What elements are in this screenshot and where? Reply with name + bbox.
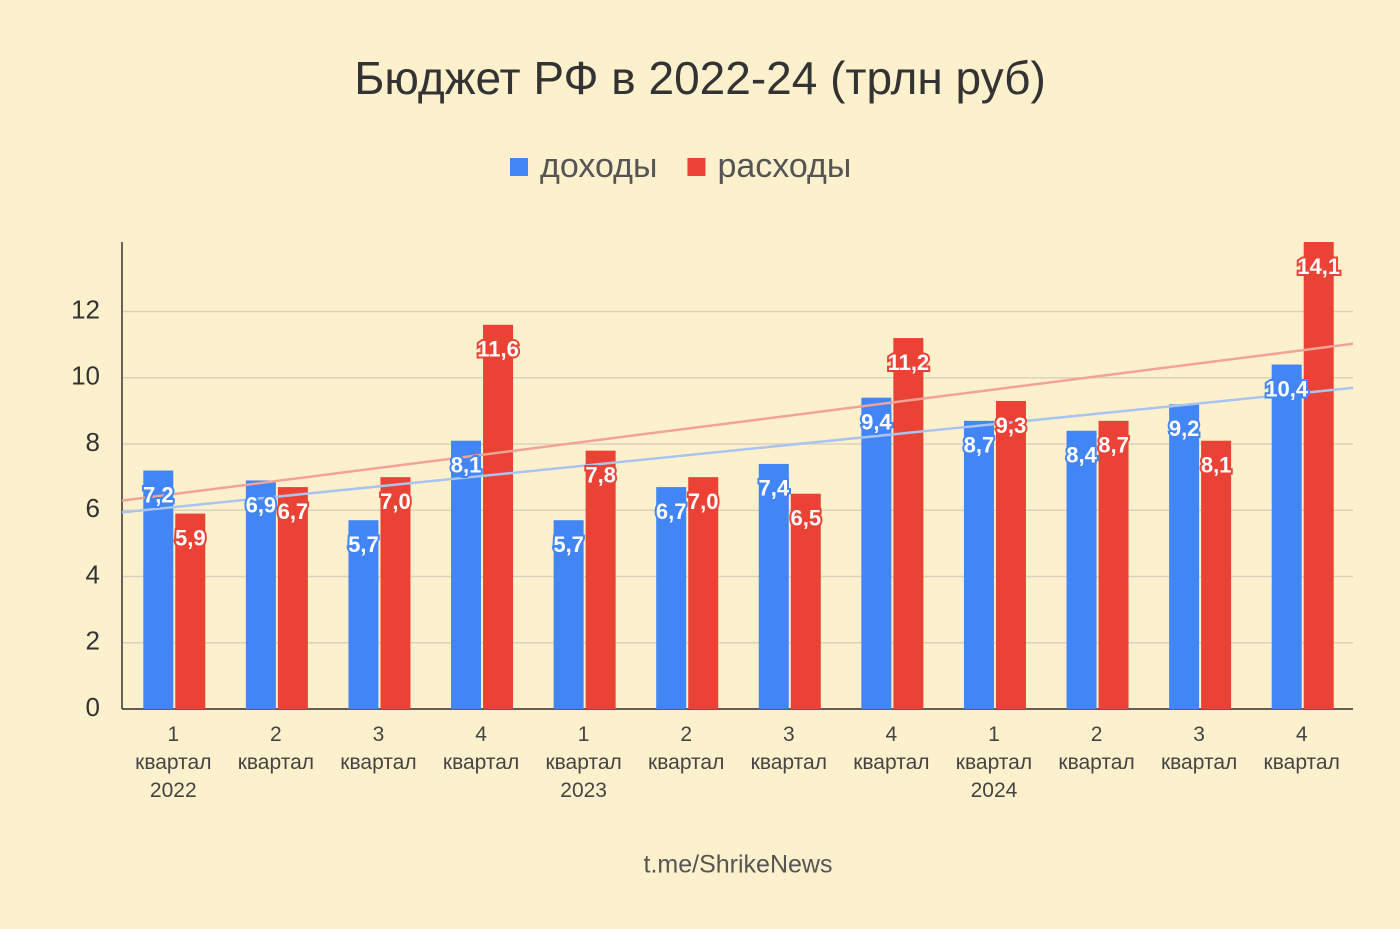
value-label: 6,9 [246, 492, 277, 517]
bar [451, 440, 482, 709]
bar [348, 520, 379, 709]
value-label: 8,7 [1098, 433, 1129, 458]
value-label: 6,7 [278, 499, 309, 524]
value-label: 7,0 [688, 489, 719, 514]
x-tick-label: 2 квартал [648, 723, 724, 774]
legend-label: расходы [717, 147, 851, 185]
value-label: 5,9 [175, 525, 206, 550]
x-tick-label: 4 квартал [1264, 723, 1340, 774]
x-tick-label: 1 квартал 2024 [956, 723, 1032, 802]
value-label: 5,7 [348, 532, 379, 557]
legend-label: доходы [540, 147, 657, 185]
source: t.me/ShrikeNews [644, 851, 833, 879]
x-tick-label: 4 квартал [853, 723, 929, 774]
trendline [121, 386, 1354, 514]
value-label: 9,2 [1169, 416, 1200, 441]
value-label: 10,4 [1265, 376, 1309, 401]
bar [893, 338, 924, 709]
value-label: 11,6 [477, 337, 519, 362]
x-tick-label: 1 квартал 2023 [545, 723, 621, 802]
bar [1201, 440, 1232, 709]
bar [688, 477, 719, 709]
bar [1303, 242, 1334, 709]
bar [861, 397, 892, 709]
value-label: 9,4 [861, 409, 892, 434]
bar [483, 324, 514, 709]
x-tick-label: 1 квартал 2022 [135, 723, 211, 802]
bar [758, 463, 789, 709]
y-tick-label: 12 [71, 294, 100, 324]
x-tick-label: 2 квартал [238, 723, 314, 774]
bar [553, 520, 584, 709]
bar [1271, 364, 1302, 709]
y-tick-label: 10 [71, 361, 100, 391]
bar [380, 477, 411, 709]
bar [963, 420, 994, 709]
trendline [121, 342, 1354, 502]
y-tick-label: 2 [86, 626, 100, 656]
value-label: 7,4 [758, 476, 789, 501]
bar [995, 400, 1026, 709]
bar [1066, 430, 1097, 709]
value-label: 7,0 [380, 489, 411, 514]
bar [790, 493, 821, 709]
x-tick-label: 3 квартал [340, 723, 416, 774]
value-label: 6,7 [656, 499, 687, 524]
chart-title: Бюджет РФ в 2022-24 (трлн руб) [354, 52, 1046, 104]
value-label: 8,4 [1066, 443, 1097, 468]
y-tick-label: 6 [86, 493, 100, 523]
x-tick-label: 3 квартал [1161, 723, 1237, 774]
bar [277, 487, 308, 709]
legend-swatch [687, 158, 706, 176]
bar [1169, 404, 1200, 709]
bar [175, 513, 206, 709]
value-label: 5,7 [553, 532, 584, 557]
bar [585, 450, 616, 709]
value-label: 8,7 [964, 433, 995, 458]
y-tick-label: 4 [86, 559, 100, 589]
value-label: 11,2 [888, 350, 930, 375]
y-tick-label: 8 [86, 427, 100, 457]
value-label: 7,2 [143, 482, 174, 507]
x-tick-label: 4 квартал [443, 723, 519, 774]
value-label: 8,1 [451, 453, 482, 478]
bar [1098, 420, 1129, 709]
value-label: 6,5 [790, 506, 821, 531]
x-tick-label: 3 квартал [751, 723, 827, 774]
legend-swatch [510, 158, 528, 176]
bar [245, 480, 276, 709]
value-label: 8,1 [1201, 453, 1232, 478]
value-label: 14,1 [1297, 254, 1340, 279]
value-label: 7,8 [585, 462, 616, 487]
value-label: 9,3 [996, 413, 1027, 438]
bar [656, 487, 687, 709]
x-tick-label: 2 квартал [1058, 723, 1134, 774]
y-tick-label: 0 [86, 692, 100, 722]
